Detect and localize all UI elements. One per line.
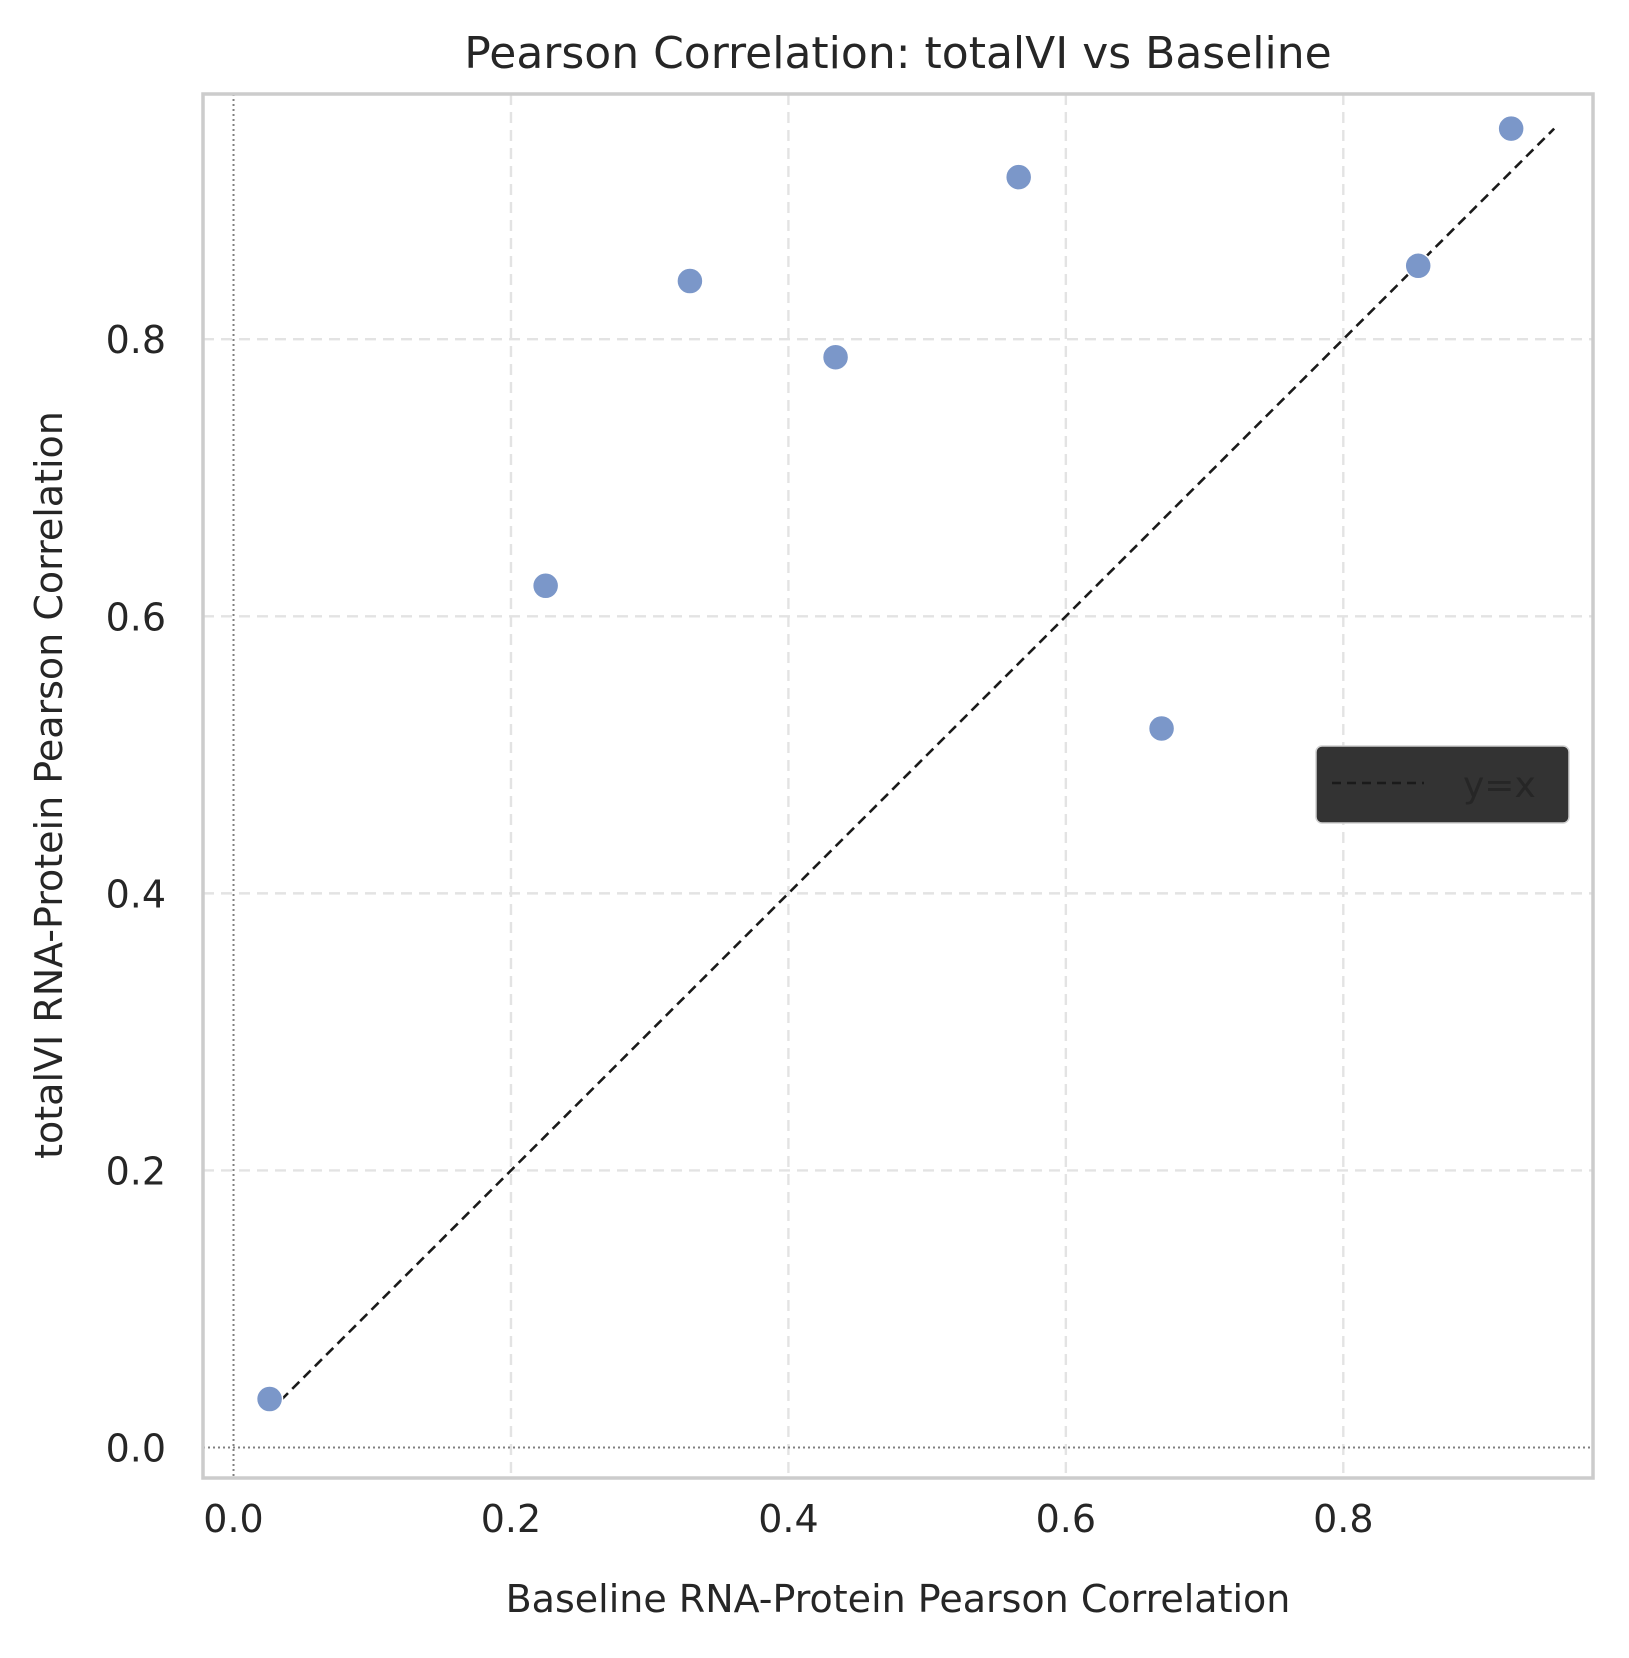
- y-tick-label-1: 0.2: [106, 1149, 166, 1193]
- zero-lines: [203, 94, 1593, 1478]
- data-point-0: [255, 1385, 284, 1413]
- data-point-5: [1147, 714, 1176, 743]
- legend: y=x: [1315, 745, 1570, 824]
- x-tick-label-1: 0.2: [481, 1497, 541, 1541]
- data-points: [255, 114, 1525, 1413]
- data-point-4: [1004, 163, 1033, 191]
- x-tick-label-2: 0.4: [758, 1497, 818, 1541]
- plot-frame: [201, 92, 1595, 1480]
- data-point-3: [821, 343, 850, 371]
- x-tick-label-4: 0.8: [1313, 1497, 1373, 1541]
- x-tick-label-0: 0.0: [203, 1497, 263, 1541]
- y-tick-label-3: 0.6: [106, 595, 166, 639]
- y-tick-label-2: 0.4: [106, 872, 166, 916]
- y-axis-label: totalVI RNA-Protein Pearson Correlation: [27, 411, 71, 1159]
- data-point-2: [676, 267, 704, 295]
- data-point-7: [1497, 114, 1525, 143]
- y-axis-ticks: 0.0 0.2 0.4 0.6 0.8: [106, 318, 166, 1470]
- y-tick-label-4: 0.8: [106, 318, 166, 362]
- x-tick-label-3: 0.6: [1036, 1497, 1096, 1541]
- legend-box: [1315, 745, 1570, 824]
- data-point-6: [1404, 252, 1432, 280]
- data-point-1: [531, 572, 560, 600]
- y-tick-label-0: 0.0: [106, 1427, 166, 1471]
- x-axis-ticks: 0.0 0.2 0.4 0.6 0.8: [203, 1497, 1373, 1541]
- reference-line-group: [268, 127, 1556, 1413]
- reference-line-y-equals-x: [268, 127, 1556, 1413]
- legend-label: y=x: [1463, 765, 1536, 806]
- chart-title: Pearson Correlation: totalVI vs Baseline: [464, 28, 1331, 79]
- x-axis-label: Baseline RNA-Protein Pearson Correlation: [506, 1577, 1291, 1621]
